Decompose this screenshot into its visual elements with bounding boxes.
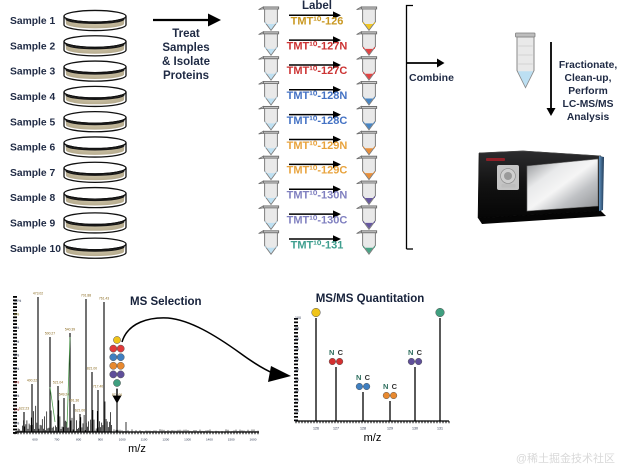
svg-text:N: N <box>329 348 334 357</box>
svg-text:N: N <box>383 382 388 391</box>
svg-text:TMT¹⁰-127C: TMT¹⁰-127C <box>287 65 348 77</box>
svg-text:Fractionate,: Fractionate, <box>559 60 618 71</box>
svg-text:717.40: 717.40 <box>93 385 103 389</box>
svg-text:TMT¹⁰-128N: TMT¹⁰-128N <box>287 90 348 102</box>
svg-text:1400: 1400 <box>206 438 213 442</box>
svg-text:1300: 1300 <box>184 438 191 442</box>
svg-text:Sample 4: Sample 4 <box>10 92 55 103</box>
svg-text:1000: 1000 <box>119 438 126 442</box>
svg-text:Sample 9: Sample 9 <box>10 219 55 230</box>
svg-text:TMT¹⁰-129N: TMT¹⁰-129N <box>287 140 348 152</box>
svg-text:& Isolate: & Isolate <box>162 56 210 68</box>
svg-text:131: 131 <box>437 427 443 431</box>
svg-text:m/z: m/z <box>364 432 382 444</box>
svg-text:90: 90 <box>295 327 299 331</box>
svg-text:Perform: Perform <box>568 86 607 97</box>
svg-text:400.22: 400.22 <box>27 379 37 383</box>
svg-text:128: 128 <box>360 427 366 431</box>
svg-text:473.02: 473.02 <box>33 292 43 296</box>
svg-text:TMT¹⁰-129C: TMT¹⁰-129C <box>287 165 348 177</box>
svg-text:6%: 6% <box>14 353 20 357</box>
svg-text:Sample 8: Sample 8 <box>10 193 55 204</box>
svg-text:1%: 1% <box>14 421 20 425</box>
svg-text:TMT¹⁰-130C: TMT¹⁰-130C <box>287 214 348 226</box>
svg-text:MS/MS Quantitation: MS/MS Quantitation <box>316 293 425 305</box>
svg-text:540.39: 540.39 <box>65 328 75 332</box>
svg-text:C: C <box>417 348 423 357</box>
svg-text:3%: 3% <box>14 394 20 398</box>
svg-text:@稀土掘金技术社区: @稀土掘金技术社区 <box>516 451 615 465</box>
svg-text:Analysis: Analysis <box>567 112 610 123</box>
svg-text:Sample 3: Sample 3 <box>10 67 55 78</box>
svg-text:Proteins: Proteins <box>163 70 209 82</box>
svg-text:10%: 10% <box>14 299 22 303</box>
svg-text:500.27: 500.27 <box>45 332 55 336</box>
svg-text:MS Selection: MS Selection <box>130 296 202 308</box>
svg-text:700: 700 <box>54 438 59 442</box>
svg-text:80: 80 <box>295 337 299 341</box>
svg-text:TMT¹⁰-126: TMT¹⁰-126 <box>291 16 344 28</box>
svg-text:521.04: 521.04 <box>53 381 63 385</box>
svg-text:5%: 5% <box>14 367 20 371</box>
svg-text:4%: 4% <box>14 381 20 385</box>
svg-text:m/z: m/z <box>128 443 146 455</box>
svg-text:TMT¹⁰-131: TMT¹⁰-131 <box>291 239 344 251</box>
svg-text:Label: Label <box>302 0 332 12</box>
svg-text:761.43: 761.43 <box>99 297 109 301</box>
svg-text:C: C <box>365 373 371 382</box>
svg-text:Treat: Treat <box>172 28 200 40</box>
svg-text:40: 40 <box>295 378 299 382</box>
svg-text:N: N <box>408 348 413 357</box>
svg-text:9%: 9% <box>14 313 20 317</box>
svg-text:130: 130 <box>412 427 418 431</box>
svg-text:Sample 1: Sample 1 <box>10 16 55 27</box>
svg-text:1100: 1100 <box>141 438 148 442</box>
svg-text:Combine: Combine <box>409 72 454 84</box>
svg-text:60: 60 <box>295 357 299 361</box>
svg-text:70: 70 <box>295 347 299 351</box>
svg-text:Sample 5: Sample 5 <box>10 117 55 128</box>
svg-text:TMT¹⁰-130N: TMT¹⁰-130N <box>287 190 348 202</box>
svg-text:701.88: 701.88 <box>81 294 91 298</box>
svg-text:TMT¹⁰-128C: TMT¹⁰-128C <box>287 115 348 127</box>
svg-text:N: N <box>356 373 361 382</box>
svg-text:Samples: Samples <box>162 42 209 54</box>
svg-text:Sample 10: Sample 10 <box>10 244 61 255</box>
svg-text:10: 10 <box>295 409 299 413</box>
svg-text:Sample 6: Sample 6 <box>10 143 55 154</box>
svg-text:C: C <box>338 348 344 357</box>
svg-text:127: 127 <box>333 427 339 431</box>
svg-text:129: 129 <box>387 427 393 431</box>
svg-text:126: 126 <box>313 427 319 431</box>
svg-text:821.00: 821.00 <box>87 367 97 371</box>
svg-text:1600: 1600 <box>250 438 257 442</box>
svg-text:622.23: 622.23 <box>19 407 29 411</box>
svg-text:621.00: 621.00 <box>75 409 85 413</box>
svg-text:C: C <box>392 382 398 391</box>
svg-text:600: 600 <box>32 438 37 442</box>
svg-text:50: 50 <box>295 368 299 372</box>
svg-text:Clean-up,: Clean-up, <box>565 73 612 84</box>
svg-text:LC-MS/MS: LC-MS/MS <box>563 99 614 110</box>
svg-text:900: 900 <box>98 438 103 442</box>
svg-text:20: 20 <box>295 399 299 403</box>
svg-text:800: 800 <box>76 438 81 442</box>
svg-text:TMT¹⁰-127N: TMT¹⁰-127N <box>287 40 348 52</box>
svg-text:Sample 2: Sample 2 <box>10 41 55 52</box>
svg-text:1500: 1500 <box>228 438 235 442</box>
svg-text:591.36: 591.36 <box>69 399 79 403</box>
svg-text:1200: 1200 <box>162 438 169 442</box>
svg-text:8%: 8% <box>14 326 20 330</box>
svg-text:7%: 7% <box>14 340 20 344</box>
svg-text:Sample 7: Sample 7 <box>10 168 55 179</box>
svg-text:100: 100 <box>295 316 301 320</box>
svg-text:30: 30 <box>295 388 299 392</box>
